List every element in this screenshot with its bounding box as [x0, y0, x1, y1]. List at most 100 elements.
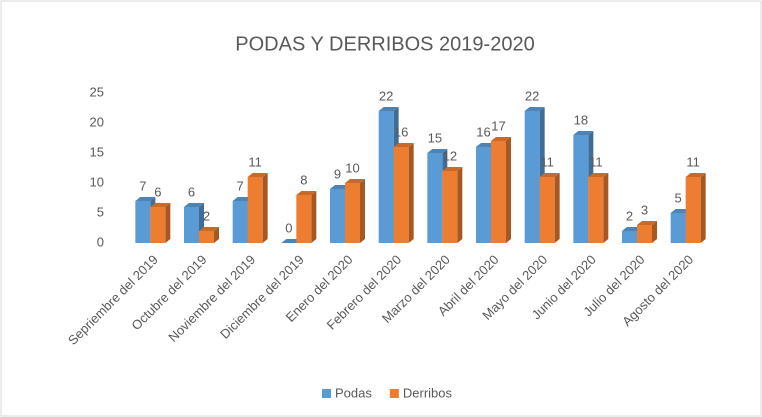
legend-swatch: [389, 389, 399, 398]
bar: [296, 191, 317, 243]
y-tick-label: 0: [97, 234, 104, 249]
bar: [588, 173, 609, 243]
data-label: 9: [334, 166, 341, 181]
bar-front: [296, 195, 312, 243]
y-tick-label: 25: [90, 84, 104, 99]
bar-front: [330, 189, 345, 243]
data-label: 11: [589, 154, 603, 169]
bar: [150, 203, 171, 243]
bar-top: [150, 203, 171, 207]
bar: [247, 173, 268, 243]
y-tick-label: 20: [90, 114, 104, 129]
data-label: 16: [394, 124, 408, 139]
bar-top: [345, 179, 365, 183]
bar-front: [539, 177, 555, 243]
bar-top: [427, 149, 448, 153]
bar: [345, 179, 365, 243]
bar-side: [603, 173, 609, 243]
data-label: 16: [476, 124, 490, 139]
bar: [491, 137, 511, 243]
bar-front: [247, 177, 263, 243]
bar-top: [573, 131, 594, 135]
data-label: 8: [300, 172, 307, 187]
bar-top: [539, 173, 560, 177]
bar-side: [408, 143, 414, 243]
bar-top: [685, 173, 706, 177]
bar-front: [345, 183, 360, 243]
bar-top: [442, 167, 463, 171]
bar-side: [457, 167, 463, 243]
data-label: 7: [237, 178, 244, 193]
data-label: 22: [379, 88, 393, 103]
bar-front: [524, 111, 540, 243]
bar-front: [685, 177, 701, 243]
data-label: 5: [675, 190, 682, 205]
bar-top: [637, 221, 657, 225]
legend-label: Podas: [335, 385, 372, 400]
bar-top: [524, 107, 545, 111]
legend-swatch: [322, 389, 331, 398]
bar-side: [165, 203, 171, 243]
bar-front: [588, 177, 604, 243]
bar-front: [393, 147, 409, 243]
bar-side: [360, 179, 365, 243]
bar: [199, 227, 219, 243]
bar-side: [506, 137, 511, 243]
bar-front: [232, 201, 248, 243]
bar: [442, 167, 463, 243]
data-label: 18: [574, 112, 588, 127]
data-label: 6: [188, 184, 195, 199]
bar-top: [184, 203, 204, 207]
bar: [539, 173, 560, 243]
bar-top: [588, 173, 609, 177]
bar-side: [700, 173, 706, 243]
bar-front: [135, 201, 151, 243]
bar-side: [311, 191, 317, 243]
bar-front: [184, 207, 199, 243]
data-label: 11: [686, 154, 700, 169]
bar-front: [573, 135, 589, 243]
bar: [637, 221, 657, 243]
bar-front: [150, 207, 166, 243]
y-tick-label: 15: [90, 144, 104, 159]
bar-front: [622, 231, 637, 243]
data-label: 10: [345, 160, 359, 175]
data-label: 11: [540, 154, 554, 169]
data-label: 17: [491, 118, 505, 133]
bar-top: [393, 143, 414, 147]
legend-label: Derribos: [403, 385, 453, 400]
data-label: 3: [641, 202, 648, 217]
bar-front: [427, 153, 443, 243]
data-label: 2: [203, 208, 210, 223]
bar-side: [652, 221, 657, 243]
bar-side: [554, 173, 560, 243]
bar-side: [214, 227, 219, 243]
bar-side: [262, 173, 268, 243]
bar-front: [476, 147, 491, 243]
bar: [685, 173, 706, 243]
bar-top: [491, 137, 511, 141]
data-label: 0: [285, 220, 292, 235]
data-label: 22: [525, 88, 539, 103]
bar-top: [296, 191, 317, 195]
bar-top: [135, 197, 156, 201]
bar-front: [491, 141, 506, 243]
bar: [393, 143, 414, 243]
bar-front: [670, 213, 686, 243]
data-label: 7: [139, 178, 146, 193]
data-label: 12: [443, 148, 457, 163]
bar-top: [247, 173, 268, 177]
bar-top: [378, 107, 399, 111]
bar-front: [378, 111, 394, 243]
data-label: 15: [428, 130, 442, 145]
bar-front: [442, 171, 458, 243]
bar-front: [637, 225, 652, 243]
bar-top: [199, 227, 219, 231]
y-tick-label: 5: [97, 204, 104, 219]
data-label: 11: [248, 154, 262, 169]
y-tick-label: 10: [90, 174, 104, 189]
data-label: 6: [154, 184, 161, 199]
chart-title: PODAS Y DERRIBOS 2019-2020: [235, 33, 534, 55]
data-label: 2: [626, 208, 633, 223]
